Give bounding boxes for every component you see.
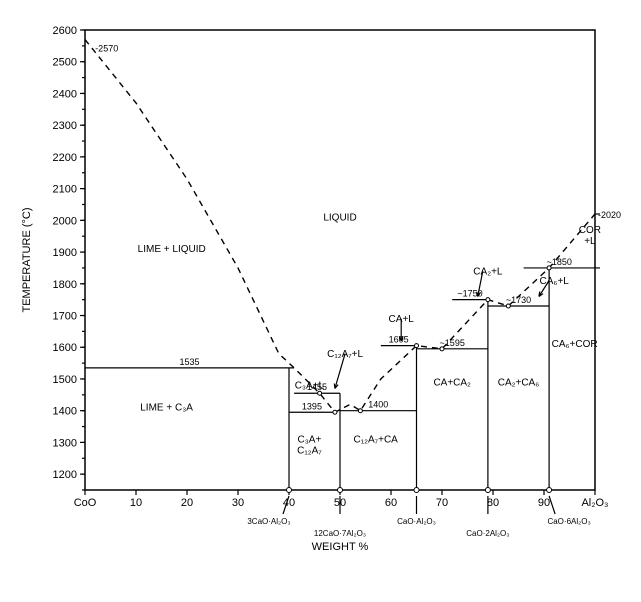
svg-text:3CaO·Al₂O₃: 3CaO·Al₂O₃ xyxy=(247,517,290,526)
svg-text:-2020: -2020 xyxy=(598,210,621,220)
svg-text:~1595: ~1595 xyxy=(440,338,465,348)
svg-text:C₃A+C₁₂A₇: C₃A+C₁₂A₇ xyxy=(297,434,322,456)
svg-text:1605: 1605 xyxy=(389,335,409,345)
svg-text:CaO·6Al₂O₃: CaO·6Al₂O₃ xyxy=(547,517,590,526)
x-axis-label: WEIGHT % xyxy=(312,541,369,553)
svg-text:-2570: -2570 xyxy=(95,44,118,54)
svg-text:2600: 2600 xyxy=(53,25,77,37)
svg-text:20: 20 xyxy=(181,497,193,509)
svg-text:1700: 1700 xyxy=(53,311,77,323)
svg-text:LIME + C₃A: LIME + C₃A xyxy=(140,403,193,414)
svg-text:2100: 2100 xyxy=(53,184,77,196)
svg-text:CaO·Al₂O₃: CaO·Al₂O₃ xyxy=(397,517,436,526)
svg-text:CaO·2Al₂O₃: CaO·2Al₂O₃ xyxy=(466,529,509,538)
svg-text:30: 30 xyxy=(232,497,244,509)
svg-text:~1730: ~1730 xyxy=(506,295,531,305)
svg-text:90: 90 xyxy=(538,497,550,509)
svg-text:CoO: CoO xyxy=(74,497,97,509)
svg-text:1600: 1600 xyxy=(53,342,77,354)
svg-text:12CaO·7Al₂O₃: 12CaO·7Al₂O₃ xyxy=(314,529,366,538)
svg-text:~1850: ~1850 xyxy=(547,257,572,267)
svg-text:10: 10 xyxy=(130,497,142,509)
y-axis-label: TEMPERATURE (°C) xyxy=(21,207,33,312)
svg-text:CA+CA₂: CA+CA₂ xyxy=(433,377,471,388)
svg-text:CA₂+CA₆: CA₂+CA₆ xyxy=(498,377,540,388)
svg-text:COR+L: COR+L xyxy=(579,225,601,247)
svg-text:1400: 1400 xyxy=(368,400,388,410)
svg-text:80: 80 xyxy=(487,497,499,509)
svg-text:CA₂+L: CA₂+L xyxy=(473,266,503,277)
svg-text:Al₂O₃: Al₂O₃ xyxy=(581,497,608,509)
svg-text:CA₆+COR: CA₆+COR xyxy=(552,339,598,350)
svg-text:1800: 1800 xyxy=(53,279,77,291)
svg-text:1535: 1535 xyxy=(180,357,200,367)
svg-text:2300: 2300 xyxy=(53,120,77,132)
svg-text:2400: 2400 xyxy=(53,88,77,100)
svg-text:1900: 1900 xyxy=(53,247,77,259)
svg-text:C₃A+L: C₃A+L xyxy=(295,380,325,391)
svg-text:1400: 1400 xyxy=(53,406,77,418)
svg-text:70: 70 xyxy=(436,497,448,509)
svg-text:CA₆+L: CA₆+L xyxy=(540,276,570,287)
phase-diagram: 1200 1300 1400 1500 1600 1700 1800 1900 2000 2100… xyxy=(0,0,641,602)
svg-text:LIME + LIQUID: LIME + LIQUID xyxy=(138,244,206,255)
svg-text:1395: 1395 xyxy=(302,401,322,411)
svg-text:1200: 1200 xyxy=(53,469,77,481)
svg-text:2200: 2200 xyxy=(53,152,77,164)
svg-text:2000: 2000 xyxy=(53,215,77,227)
svg-text:60: 60 xyxy=(385,497,397,509)
svg-text:LIQUID: LIQUID xyxy=(323,212,356,223)
svg-text:1300: 1300 xyxy=(53,437,77,449)
svg-text:2500: 2500 xyxy=(53,57,77,69)
svg-text:1500: 1500 xyxy=(53,374,77,386)
svg-text:C₁₂A₇+CA: C₁₂A₇+CA xyxy=(354,434,399,445)
